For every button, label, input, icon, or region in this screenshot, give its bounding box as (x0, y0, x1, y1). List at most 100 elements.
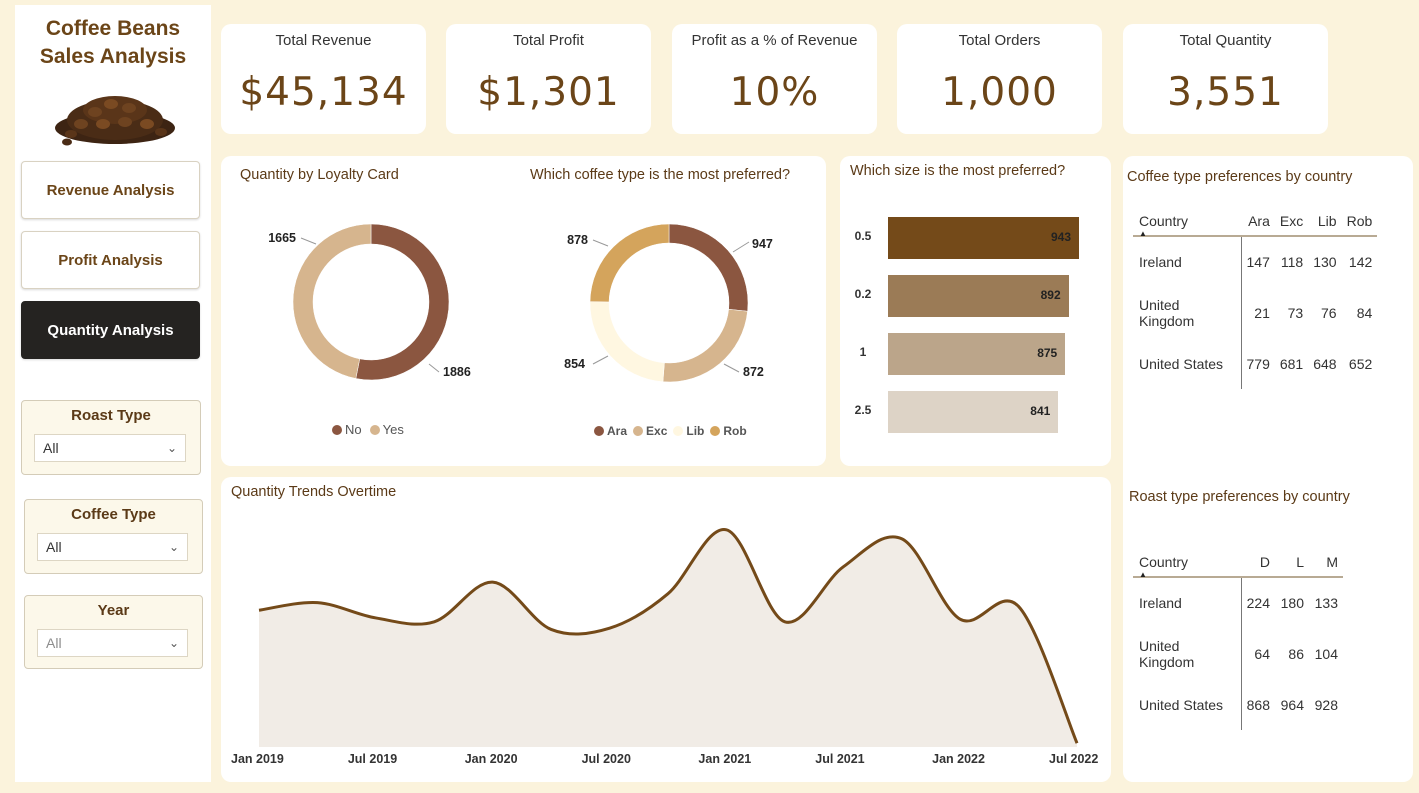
loyalty-legend: No Yes (332, 422, 404, 437)
trend-chart-svg (258, 528, 1079, 747)
trend-x-tick-label: Jul 2020 (581, 752, 631, 766)
size-bar: 943 (888, 217, 1079, 259)
revenue-analysis-button[interactable]: Revenue Analysis (21, 161, 200, 219)
loyalty-donut-data-label-0: 1886 (443, 365, 471, 379)
legend-label-yes: Yes (382, 422, 404, 437)
sidebar: Coffee Beans Sales Analysis Revenue Anal… (15, 5, 211, 782)
value-cell: 681 (1279, 355, 1304, 372)
country-cell: United States (1133, 679, 1242, 730)
size-bar-data-label: 875 (1037, 346, 1058, 360)
column-header[interactable]: Exc (1279, 212, 1304, 229)
chevron-down-icon: ⌄ (168, 636, 180, 650)
size-chart-panel: Which size is the most preferred? 0.5 943… (840, 156, 1111, 466)
column-header[interactable]: L (1296, 553, 1304, 570)
trend-x-tick-label: Jan 2021 (698, 752, 752, 766)
value-cell: 180 (1280, 595, 1304, 611)
value-cell: 142 (1348, 254, 1373, 270)
sort-ascending-icon[interactable]: ▲ (1139, 570, 1147, 579)
sort-ascending-icon[interactable]: ▲ (1139, 229, 1147, 238)
value-cell: 224 (1246, 595, 1270, 611)
coffee-type-donut-slice-0 (668, 223, 749, 312)
trend-chart-title: Quantity Trends Overtime (231, 484, 397, 500)
trend-chart-panel: Quantity Trends Overtime Jan 2019 Jul 201… (221, 477, 1111, 782)
table-header-row: Country Ara Exc Lib Rob (1133, 206, 1378, 236)
size-bar-row: 2.5 841 (848, 391, 1098, 433)
column-header[interactable]: Ara (1248, 212, 1270, 229)
quantity-analysis-button[interactable]: Quantity Analysis (21, 301, 200, 359)
kpi-title: Profit as a % of Revenue (691, 32, 858, 49)
coffee-beans-image (55, 96, 175, 146)
size-bar-row: 0.2 892 (848, 275, 1098, 317)
coffee-type-donut-slice-3 (589, 223, 670, 303)
donut-charts-panel: Quantity by Loyalty Card Which coffee ty… (221, 156, 826, 466)
coffee-type-donut-slice-1 (662, 309, 748, 383)
country-cell: Ireland (1133, 236, 1242, 287)
size-bar-row: 1 875 (848, 333, 1098, 375)
value-cell: 64 (1254, 645, 1270, 662)
app-title: Coffee Beans Sales Analysis (15, 15, 211, 71)
column-header[interactable]: Country (1139, 553, 1189, 570)
legend-dot-ara (594, 426, 604, 436)
coffee-type-donut-leader-2 (592, 355, 609, 365)
legend-label-lib: Lib (686, 424, 705, 438)
column-header[interactable]: D (1259, 553, 1270, 570)
table-row: Ireland 147 118 130 142 (1133, 236, 1377, 287)
coffee-type-legend: Ara Exc Lib Rob (594, 424, 747, 438)
coffee-type-slicer-title: Coffee Type (71, 506, 156, 523)
kpi-total-profit: Total Profit $1,301 (446, 24, 651, 134)
app-title-line2: Sales Analysis (39, 45, 187, 68)
loyalty-donut-slice-1 (292, 223, 372, 379)
size-bar: 875 (888, 333, 1066, 375)
column-header[interactable]: Rob (1346, 212, 1373, 229)
legend-item-rob: Rob (710, 424, 747, 438)
column-header[interactable]: Lib (1317, 212, 1337, 229)
size-bar: 841 (888, 391, 1059, 433)
profit-analysis-button[interactable]: Profit Analysis (21, 231, 200, 289)
size-chart-title: Which size is the most preferred? (850, 163, 1066, 179)
trend-x-tick-label: Jul 2021 (815, 752, 865, 766)
roast-type-slicer: Roast Type All ⌄ (21, 400, 201, 475)
year-value: All (46, 635, 62, 651)
kpi-total-revenue: Total Revenue $45,134 (221, 24, 426, 134)
trend-x-tick-label: Jul 2019 (347, 752, 398, 766)
coffee-type-donut-leader-3 (592, 239, 609, 247)
loyalty-donut-slice-0 (355, 223, 450, 381)
kpi-title: Total Orders (958, 32, 1041, 49)
donut-charts-svg: 1886 1665 947 872 854 878 (268, 223, 773, 383)
coffee-type-donut-leader-1 (723, 363, 740, 373)
value-cell: 130 (1313, 254, 1337, 270)
value-cell: 928 (1314, 696, 1338, 713)
column-header[interactable]: M (1326, 553, 1338, 570)
coffee-type-value: All (46, 539, 62, 555)
column-header[interactable]: Country (1139, 212, 1189, 229)
kpi-value: 10% (729, 70, 820, 115)
kpi-total-quantity: Total Quantity 3,551 (1123, 24, 1328, 134)
loyalty-donut-leader-0 (428, 363, 440, 373)
year-slicer-title: Year (97, 602, 130, 619)
kpi-value: 3,551 (1167, 70, 1284, 115)
coffee-type-dropdown[interactable]: All ⌄ (37, 533, 188, 561)
value-cell: 868 (1246, 696, 1270, 713)
loyalty-chart-title: Quantity by Loyalty Card (240, 167, 399, 183)
legend-dot-no (332, 424, 342, 435)
roast-type-dropdown[interactable]: All ⌄ (34, 434, 186, 462)
year-dropdown[interactable]: All ⌄ (37, 629, 188, 657)
legend-item-exc: Exc (633, 424, 667, 438)
coffee-pref-table: Country Ara Exc Lib Rob Ireland 147 118 130 142 Un… (1133, 206, 1378, 389)
value-cell: 84 (1356, 304, 1373, 321)
size-bar-category-label: 2.5 (854, 403, 872, 417)
size-bar: 892 (888, 275, 1069, 317)
trend-x-tick-label: Jan 2022 (932, 752, 985, 766)
value-cell: 118 (1280, 254, 1304, 270)
table-row: United States 868 964 928 (1133, 679, 1343, 730)
value-cell: 648 (1313, 355, 1337, 372)
chevron-down-icon: ⌄ (166, 441, 178, 455)
value-cell: 147 (1246, 254, 1270, 270)
coffee-type-donut-leader-0 (732, 241, 750, 253)
country-cell: United Kingdom (1133, 628, 1242, 679)
country-tables-panel: Coffee type preferences by country Count… (1123, 156, 1413, 782)
size-bar-category-label: 0.2 (854, 287, 872, 301)
legend-dot-exc (633, 426, 644, 436)
coffee-type-donut-data-label-2: 854 (564, 357, 585, 371)
value-cell: 104 (1314, 645, 1338, 662)
